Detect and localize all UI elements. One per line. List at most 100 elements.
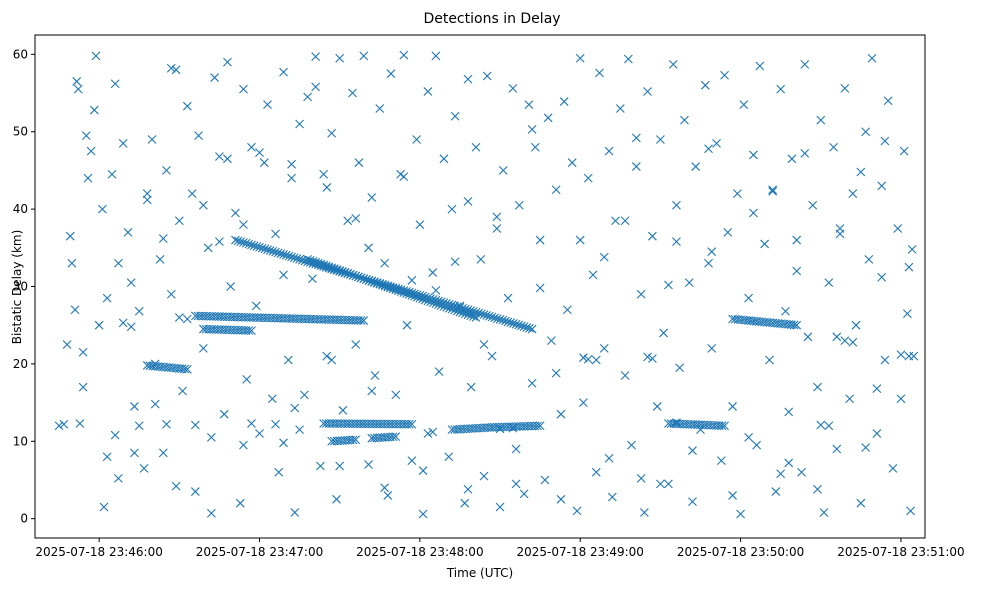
detection-point — [604, 146, 614, 156]
track-point — [452, 302, 462, 312]
track-point — [351, 435, 361, 445]
track-point — [375, 278, 385, 288]
detection-point — [888, 463, 898, 473]
detection-point — [123, 227, 133, 237]
track-point — [308, 256, 318, 266]
detection-point — [235, 498, 245, 508]
detection-point — [415, 220, 425, 229]
detection-point — [744, 293, 753, 303]
detection-point — [720, 70, 729, 80]
detection-point — [319, 169, 329, 179]
detection-point — [800, 149, 810, 158]
track-point — [180, 364, 190, 374]
detection-point — [530, 142, 540, 152]
detection-point — [279, 270, 288, 280]
detection-point — [423, 429, 433, 438]
detection-point — [511, 479, 521, 489]
detection-point — [418, 466, 428, 476]
detection-point — [215, 152, 224, 161]
detection-point — [162, 166, 171, 175]
detection-point — [239, 220, 248, 229]
detection-point — [102, 452, 112, 462]
detection-point — [72, 77, 82, 86]
detection-point — [840, 84, 850, 93]
detection-point — [215, 237, 224, 247]
track-point — [511, 319, 521, 329]
track-point — [439, 302, 449, 311]
track-point — [442, 302, 451, 312]
track-point — [407, 290, 417, 300]
detection-point — [904, 351, 914, 361]
detection-point — [399, 172, 409, 182]
detection-point — [174, 313, 184, 322]
detection-point — [247, 142, 256, 152]
detection-point — [543, 113, 553, 123]
detection-point — [476, 255, 486, 264]
detection-point — [508, 84, 518, 93]
detection-point — [829, 142, 838, 152]
detection-point — [290, 508, 300, 517]
track-point — [468, 312, 478, 321]
detection-point — [906, 506, 915, 516]
detection-point — [348, 88, 357, 98]
detection-point — [904, 262, 914, 272]
detection-point — [466, 382, 476, 392]
detection-point — [383, 491, 393, 500]
track-point — [362, 275, 371, 285]
detection-point — [259, 158, 269, 168]
detection-point — [97, 204, 107, 214]
detection-point — [290, 403, 300, 413]
detection-point — [380, 483, 389, 493]
detection-point — [627, 440, 636, 450]
detection-point — [322, 183, 332, 192]
detection-point — [707, 247, 717, 257]
detection-point — [81, 131, 91, 140]
detection-point — [130, 402, 139, 411]
detection-point — [67, 258, 77, 268]
detection-point — [126, 278, 136, 288]
track-point — [501, 316, 510, 326]
detection-point — [83, 173, 93, 183]
track-point — [372, 278, 382, 287]
track-point — [332, 265, 342, 274]
detection-point — [816, 420, 826, 430]
detection-point — [672, 418, 681, 428]
detection-point — [656, 479, 665, 489]
detection-point — [880, 355, 890, 365]
track-point — [418, 294, 427, 304]
detection-point — [479, 471, 489, 481]
detection-point — [880, 136, 890, 146]
detection-point — [716, 456, 726, 466]
detection-point — [896, 350, 906, 359]
track-point — [506, 318, 516, 328]
detection-point — [832, 332, 842, 342]
track-point — [386, 283, 395, 293]
track-point — [466, 311, 476, 321]
detection-point — [107, 169, 117, 179]
track-point — [423, 296, 433, 306]
detection-point — [447, 204, 457, 214]
y-tick-label: 0 — [20, 512, 28, 526]
detection-point — [732, 189, 742, 199]
track-point — [396, 287, 406, 297]
detection-point — [223, 154, 232, 164]
detection-point — [760, 239, 770, 249]
detection-point — [407, 275, 417, 285]
detection-point — [287, 173, 296, 183]
detection-point — [736, 509, 745, 519]
detection-point — [113, 474, 123, 483]
track-point — [292, 254, 302, 263]
track-point — [231, 235, 240, 245]
track-point — [487, 422, 497, 432]
track-point — [324, 262, 334, 272]
track-point — [514, 320, 524, 330]
detection-point — [239, 440, 248, 450]
track-point — [428, 298, 438, 308]
detection-point — [604, 453, 614, 463]
track-point — [370, 278, 379, 287]
x-axis: 2025-07-18 23:46:00 2025-07-18 23:47:00 20… — [35, 538, 965, 559]
detection-point — [556, 409, 566, 419]
detection-point — [664, 479, 673, 489]
detection-point — [668, 60, 678, 69]
